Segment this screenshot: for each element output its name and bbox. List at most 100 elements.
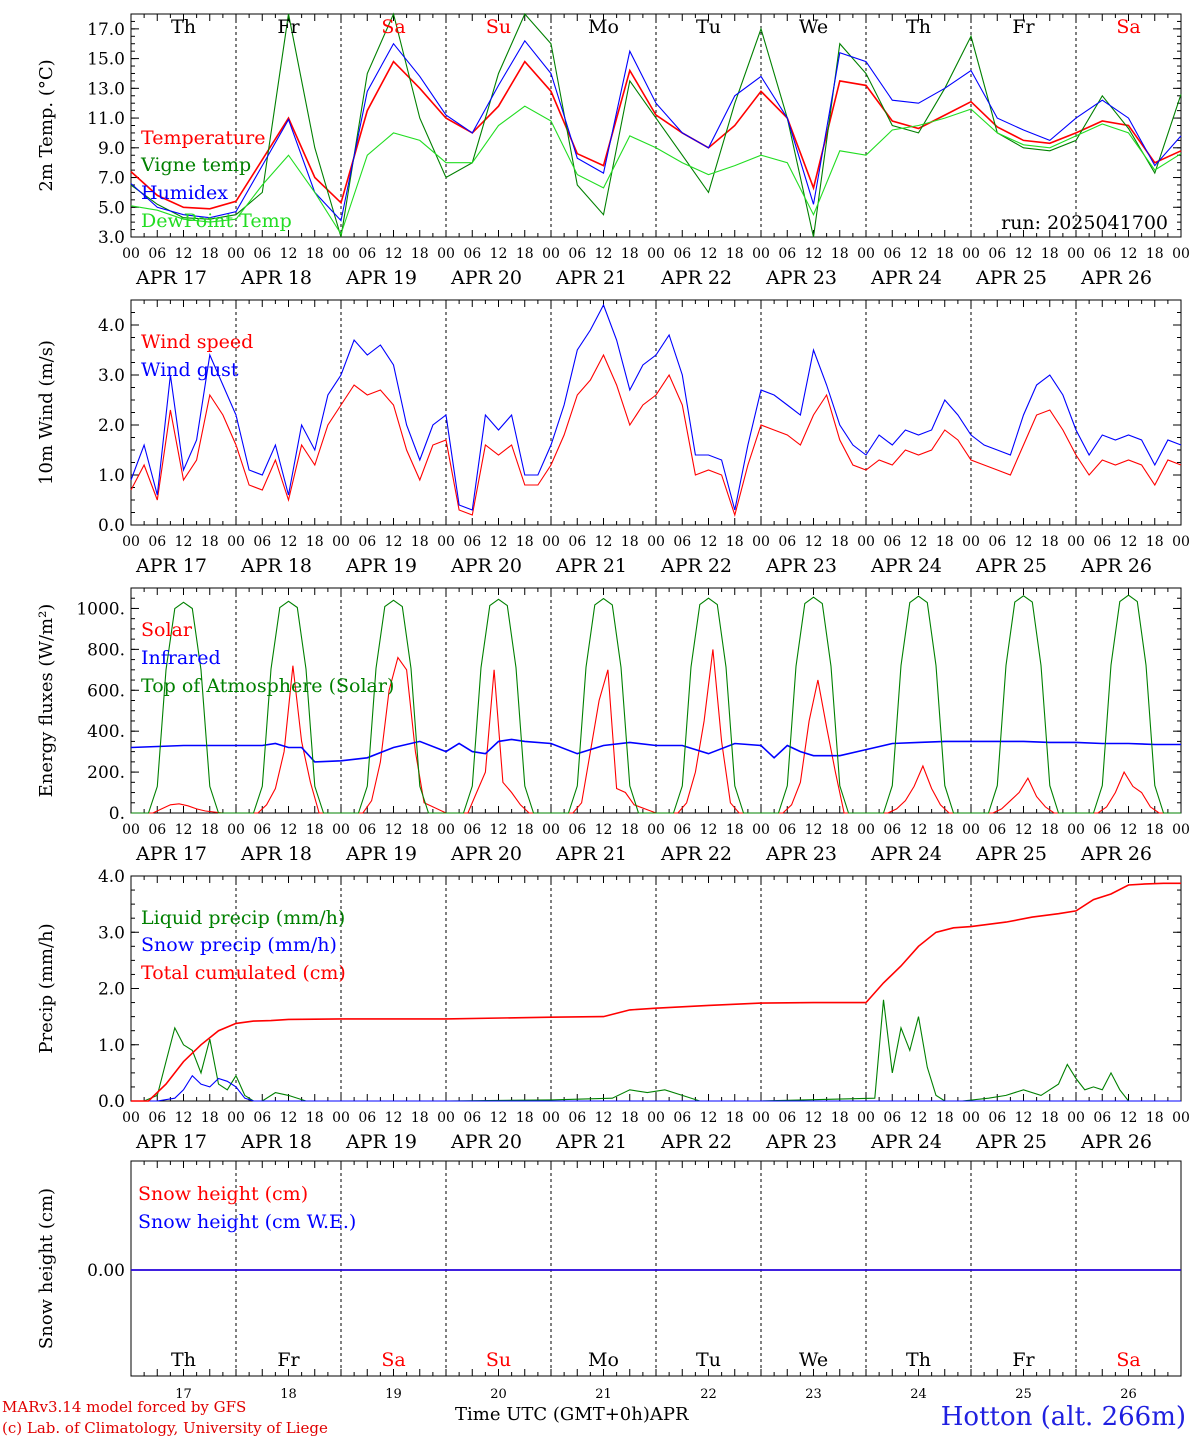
- date-label: APR 20: [450, 843, 522, 865]
- date-label: APR 24: [870, 555, 942, 577]
- hour-tick-label: 00: [542, 246, 560, 262]
- hour-tick-label: 12: [1120, 822, 1138, 838]
- date-label: APR 24: [870, 843, 942, 865]
- y-tick-label: 0.: [109, 804, 125, 824]
- y-axis-label: 10m Wind (m/s): [36, 340, 57, 485]
- hour-tick-label: 06: [463, 1110, 481, 1126]
- hour-tick-label: 00: [122, 822, 140, 838]
- hour-tick-label: 00: [857, 534, 875, 550]
- hour-tick-label: 00: [857, 1110, 875, 1126]
- date-label: APR 22: [660, 1131, 732, 1153]
- hour-tick-label: 06: [148, 246, 166, 262]
- date-label: APR 22: [660, 843, 732, 865]
- hour-tick-label: 18: [411, 1110, 429, 1126]
- hour-tick-label: 00: [857, 246, 875, 262]
- y-tick-label: 4.0: [98, 867, 125, 887]
- hour-tick-label: 00: [1067, 822, 1085, 838]
- date-label: APR 18: [240, 555, 312, 577]
- model-credit: MARv3.14 model forced by GFS: [2, 1398, 247, 1416]
- legend-entry: Vigne temp: [140, 154, 251, 176]
- hour-tick-label: 00: [332, 534, 350, 550]
- hour-tick-label: 00: [227, 822, 245, 838]
- day-number-label: 23: [805, 1387, 822, 1402]
- hour-tick-label: 06: [673, 246, 691, 262]
- legend-entry: Snow height (cm W.E.): [138, 1211, 356, 1233]
- hour-tick-label: 12: [385, 822, 403, 838]
- hour-tick-label: 12: [805, 822, 823, 838]
- weekday-label-bottom: Fr: [1012, 1349, 1035, 1371]
- y-tick-label: 2.0: [98, 416, 125, 436]
- weekday-label-top: Fr: [277, 16, 300, 38]
- hour-tick-label: 12: [910, 246, 928, 262]
- series-line-top-of-atmosphere-solar-: [131, 594, 1181, 814]
- weekday-label-bottom: We: [799, 1349, 828, 1371]
- hour-tick-label: 18: [621, 534, 639, 550]
- hour-tick-label: 18: [516, 246, 534, 262]
- series-line-total-cumulated-cm-: [131, 882, 1181, 1102]
- hour-tick-label: 12: [700, 246, 718, 262]
- hour-tick-label: 00: [752, 534, 770, 550]
- y-tick-label: 15.0: [87, 50, 125, 70]
- hour-tick-label: 18: [831, 822, 849, 838]
- date-label: APR 18: [240, 1131, 312, 1153]
- day-number-label: 25: [1015, 1387, 1032, 1402]
- y-tick-label: 2.0: [98, 980, 125, 1000]
- weekday-label-top: Fr: [1012, 16, 1035, 38]
- date-label: APR 17: [135, 1131, 207, 1153]
- hour-tick-label: 18: [726, 822, 744, 838]
- weekday-label-bottom: Sa: [1116, 1349, 1140, 1371]
- station-label: Hotton (alt. 266m): [940, 1402, 1186, 1432]
- hour-tick-label: 12: [1015, 822, 1033, 838]
- hour-tick-label: 12: [490, 1110, 508, 1126]
- hour-tick-label: 12: [490, 822, 508, 838]
- hour-tick-label: 12: [385, 534, 403, 550]
- date-label: APR 25: [975, 843, 1047, 865]
- date-label: APR 18: [240, 843, 312, 865]
- hour-tick-label: 00: [1172, 822, 1190, 838]
- date-label: APR 26: [1080, 555, 1152, 577]
- hour-tick-label: 00: [647, 534, 665, 550]
- hour-tick-label: 18: [1041, 534, 1059, 550]
- legend-entry: Infrared: [141, 647, 221, 669]
- hour-tick-label: 06: [358, 534, 376, 550]
- hour-tick-label: 00: [227, 246, 245, 262]
- hour-tick-label: 06: [1093, 822, 1111, 838]
- hour-tick-label: 00: [437, 822, 455, 838]
- hour-tick-label: 00: [122, 534, 140, 550]
- hour-tick-label: 12: [595, 246, 613, 262]
- hour-tick-label: 06: [463, 246, 481, 262]
- hour-tick-label: 12: [1015, 534, 1033, 550]
- day-number-label: 21: [595, 1387, 612, 1402]
- hour-tick-label: 12: [280, 1110, 298, 1126]
- month-label: APR: [649, 1404, 689, 1425]
- date-label: APR 24: [870, 1131, 942, 1153]
- hour-tick-label: 06: [778, 822, 796, 838]
- hour-tick-label: 18: [1146, 534, 1164, 550]
- hour-tick-label: 18: [1041, 1110, 1059, 1126]
- hour-tick-label: 06: [568, 246, 586, 262]
- date-label: APR 26: [1080, 843, 1152, 865]
- hour-tick-label: 18: [306, 246, 324, 262]
- hour-tick-label: 00: [962, 1110, 980, 1126]
- y-tick-label: 3.0: [98, 228, 125, 248]
- hour-tick-label: 06: [1093, 246, 1111, 262]
- hour-tick-label: 00: [437, 1110, 455, 1126]
- date-label: APR 26: [1080, 1131, 1152, 1153]
- series-line-temperature: [130, 60, 1182, 210]
- plot-frame: [130, 299, 1182, 526]
- weekday-label-bottom: Th: [171, 1349, 196, 1371]
- y-tick-label: 3.0: [98, 923, 125, 943]
- date-label: APR 18: [240, 267, 312, 289]
- y-tick-label: 5.0: [98, 198, 125, 218]
- day-number-label: 24: [910, 1387, 927, 1402]
- hour-tick-label: 06: [253, 246, 271, 262]
- hour-tick-label: 06: [778, 1110, 796, 1126]
- date-label: APR 23: [765, 555, 837, 577]
- y-tick-label: 200.: [87, 763, 125, 783]
- legend-entry: Top of Atmosphere (Solar): [141, 675, 394, 697]
- hour-tick-label: 12: [805, 246, 823, 262]
- hour-tick-label: 00: [332, 822, 350, 838]
- hour-tick-label: 06: [1093, 1110, 1111, 1126]
- y-tick-label: 1.0: [98, 466, 125, 486]
- hour-tick-label: 18: [1146, 822, 1164, 838]
